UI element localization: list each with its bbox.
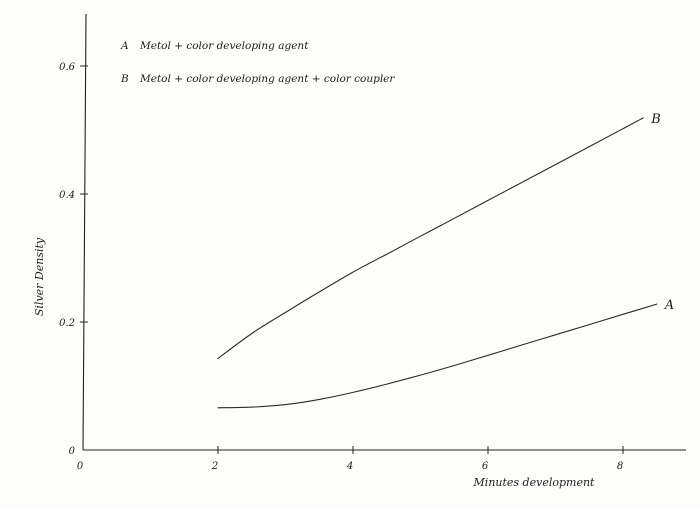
x-tick-label: 2 [211,461,218,472]
legend-key-b: B [120,73,129,85]
x-tick-label: 6 [482,461,489,472]
y-axis-line [82,13,87,451]
legend-key-a: A [120,40,129,52]
y-tick-label: 0.6 [59,62,76,73]
labels: 0 2 4 6 8 0 0.2 0.4 0.6 Minutes development Silver… [33,40,674,489]
series-line-b [217,117,644,360]
y-tick-label: 0.2 [59,318,75,329]
series-label-a: A [664,298,674,313]
series-label-b: B [650,112,661,127]
x-tick-label: 8 [617,461,623,472]
y-tick-label: 0 [69,446,76,457]
legend-text-a: Metol + color developing agent [139,40,309,52]
x-tick-label: 4 [346,461,353,472]
x-tick-label: 0 [77,461,84,472]
legend-text-b: Metol + color developing agent + color c… [139,73,395,85]
y-axis-title: Silver Density [33,237,46,316]
axes [80,13,686,454]
series-lines [217,117,658,409]
x-axis-title: Minutes development [473,476,596,489]
series-line-a [217,303,658,409]
y-tick-label: 0.4 [59,190,75,201]
